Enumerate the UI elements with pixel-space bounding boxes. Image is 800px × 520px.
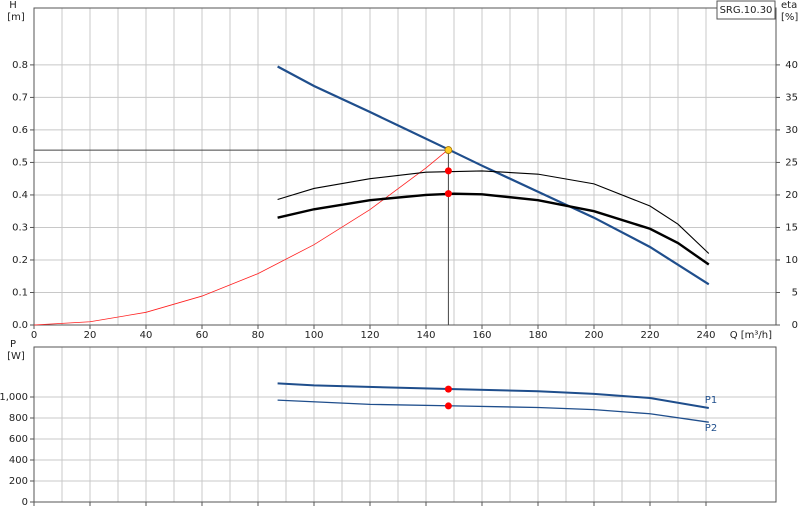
- operating-point: [444, 167, 452, 175]
- plot-frame: [33, 346, 777, 503]
- x-tick-label: 140: [416, 330, 435, 341]
- operating-point: [444, 385, 452, 393]
- y-tick-label: 0: [22, 497, 28, 508]
- y-tick-label: 0.3: [12, 222, 28, 233]
- x-tick-label: 80: [252, 330, 265, 341]
- operating-point: [444, 402, 452, 410]
- y2-tick-label: 15: [785, 222, 798, 233]
- y2-tick-label: 35: [785, 92, 798, 103]
- y2-tick-label: 10: [785, 255, 798, 266]
- y-tick-label: 0.2: [12, 255, 28, 266]
- y-axis-unit: [W]: [7, 351, 25, 362]
- y2-tick-label: 0: [792, 320, 798, 331]
- label-box: [716, 0, 776, 20]
- operating-point: [444, 146, 453, 154]
- x-tick-label: 40: [140, 330, 153, 341]
- y-tick-label: 0.1: [12, 287, 28, 298]
- label-box-text: SRG.10.30: [720, 5, 773, 16]
- y-tick-label: 0.4: [12, 190, 28, 201]
- y-axis-title: P: [10, 339, 16, 350]
- y-axis-unit: [m]: [7, 12, 25, 23]
- x-tick-label: 240: [696, 330, 715, 341]
- y-axis-title: H: [9, 0, 17, 11]
- y-tick-label: 200: [9, 476, 28, 487]
- x-tick-label: 220: [640, 330, 659, 341]
- x-tick-label: 60: [196, 330, 209, 341]
- x-tick-label: 20: [84, 330, 97, 341]
- x-tick-label: 160: [472, 330, 491, 341]
- y2-tick-label: 30: [785, 125, 798, 136]
- x-tick-label: 0: [31, 330, 37, 341]
- y-tick-label: 400: [9, 455, 28, 466]
- x-tick-label: 120: [360, 330, 379, 341]
- y-tick-label: 0.5: [12, 157, 28, 168]
- plot-frame: [33, 7, 777, 326]
- y-tick-label: 800: [9, 413, 28, 424]
- curve-label: P2: [705, 423, 717, 434]
- curve: [277, 170, 710, 254]
- y2-tick-label: 40: [785, 60, 798, 71]
- y2-tick-label: 20: [785, 190, 798, 201]
- x-tick-label: 100: [304, 330, 323, 341]
- curve: [33, 149, 449, 326]
- x-tick-label: 200: [584, 330, 603, 341]
- y2-axis-title: eta: [781, 0, 797, 11]
- y-tick-label: 0.7: [12, 92, 28, 103]
- curve: [277, 192, 710, 266]
- curve: [277, 382, 709, 409]
- y2-axis-unit: [%]: [781, 12, 798, 23]
- y-tick-label: 0.0: [12, 320, 28, 331]
- y-tick-label: 0.6: [12, 125, 28, 136]
- y-tick-label: 1,000: [0, 392, 28, 403]
- curve-label: P1: [705, 395, 717, 406]
- curve: [277, 65, 710, 286]
- y-tick-label: 0.8: [12, 60, 28, 71]
- y-tick-label: 600: [9, 434, 28, 445]
- y2-tick-label: 5: [792, 287, 798, 298]
- operating-point: [444, 190, 452, 198]
- y2-tick-label: 25: [785, 157, 798, 168]
- x-tick-label: 180: [528, 330, 547, 341]
- curve: [277, 399, 709, 423]
- x-axis-title: Q [m³/h]: [730, 330, 772, 341]
